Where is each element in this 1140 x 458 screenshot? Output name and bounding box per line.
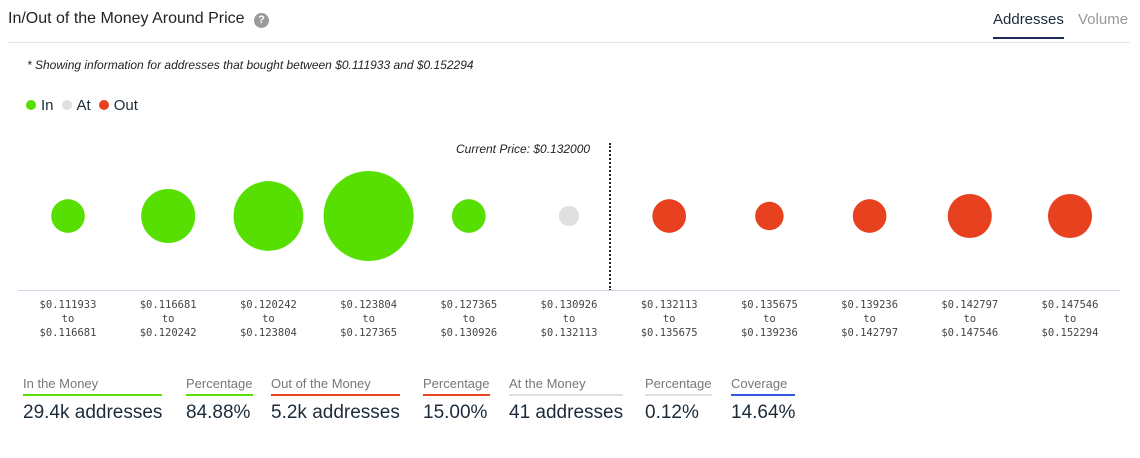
current-price-label: Current Price: $0.132000 [456, 142, 591, 156]
legend-dot-icon [26, 100, 36, 110]
stat-value: 84.88% [186, 402, 251, 423]
bucket-to: $0.123804 [239, 327, 297, 339]
stat-1: Percentage 84.88% [186, 376, 253, 424]
current-price-line [609, 143, 611, 291]
legend-label: Out [113, 97, 138, 114]
bucket-to-word: to [763, 313, 776, 325]
bucket-from: $0.120242 [239, 299, 297, 311]
bucket-label: $0.116681 to $0.120242 [118, 298, 218, 340]
bubble-out[interactable] [1047, 193, 1093, 239]
bucket-from: $0.123804 [340, 299, 398, 311]
bucket-from: $0.147546 [1041, 299, 1099, 311]
bucket-label: $0.139236 to $0.142797 [820, 298, 920, 340]
x-axis [18, 290, 1120, 291]
help-icon[interactable]: ? [254, 13, 269, 28]
bucket-to-word: to [462, 313, 476, 325]
bucket-from: $0.127365 [440, 299, 498, 311]
stat-4: At the Money 41 addresses [509, 376, 624, 424]
bucket-label: $0.142797 to $0.147546 [920, 298, 1020, 340]
bucket-to: $0.139236 [740, 327, 798, 339]
stat-5: Percentage 0.12% [645, 376, 712, 424]
bubble-in[interactable] [323, 171, 414, 261]
bucket-to: $0.152294 [1041, 327, 1099, 339]
legend-dot-icon [98, 100, 109, 110]
legend-dot-icon [61, 100, 72, 110]
stat-label: In the Money [23, 376, 163, 396]
bubble-out[interactable] [755, 201, 784, 231]
legend: In At Out [26, 97, 138, 114]
tab-volume[interactable]: Volume [1078, 11, 1129, 28]
bucket-label: $0.120242 to $0.123804 [218, 298, 318, 340]
bucket-to-word: to [61, 313, 75, 325]
bucket-to: $0.135675 [640, 327, 698, 339]
divider [8, 42, 1130, 43]
range-note: * Showing information for addresses that… [27, 58, 474, 72]
stat-value: 0.12% [645, 402, 699, 423]
bucket-to-word: to [963, 313, 977, 325]
bucket-label: $0.132113 to $0.135675 [619, 298, 719, 340]
legend-item-out[interactable]: Out [98, 97, 138, 114]
legend-label: In [41, 97, 54, 114]
bucket-label: $0.147546 to $0.152294 [1020, 298, 1120, 340]
stat-label: Out of the Money [271, 376, 400, 396]
bucket-to: $0.127365 [340, 327, 398, 339]
tab-addresses[interactable]: Addresses [993, 11, 1064, 39]
bucket-to: $0.116681 [39, 327, 97, 339]
bubble-in[interactable] [141, 189, 196, 243]
legend-item-at[interactable]: At [61, 97, 91, 114]
bubble-in[interactable] [51, 199, 85, 233]
legend-label: At [76, 97, 91, 114]
bucket-from: $0.139236 [841, 299, 899, 311]
stat-0: In the Money 29.4k addresses [23, 376, 163, 424]
stat-3: Percentage 15.00% [423, 376, 490, 424]
bucket-from: $0.135675 [740, 299, 798, 311]
bucket-to-word: to [362, 313, 375, 325]
stat-label: Percentage [186, 376, 253, 396]
bucket-label: $0.135675 to $0.139236 [719, 298, 819, 340]
bucket-to: $0.120242 [139, 327, 197, 339]
bucket-label: $0.123804 to $0.127365 [319, 298, 419, 340]
bucket-to-word: to [161, 313, 175, 325]
bubble-out[interactable] [652, 199, 687, 233]
bucket-to-word: to [863, 313, 876, 325]
bucket-to: $0.142797 [841, 327, 899, 339]
stat-label: At the Money [509, 376, 624, 396]
page-title: In/Out of the Money Around Price [8, 10, 245, 27]
bubble-in[interactable] [451, 199, 486, 233]
bucket-to: $0.130926 [440, 327, 498, 339]
bucket-label: $0.111933 to $0.116681 [18, 298, 118, 340]
stat-6: Coverage 14.64% [731, 376, 796, 424]
stat-value: 5.2k addresses [271, 402, 400, 423]
stat-label: Percentage [645, 376, 712, 396]
stat-value: 14.64% [731, 402, 796, 423]
legend-item-in[interactable]: In [26, 97, 54, 114]
bubble-at[interactable] [558, 205, 580, 227]
bubble-in[interactable] [233, 181, 304, 251]
bubble-out[interactable] [947, 193, 992, 239]
bucket-from: $0.111933 [39, 299, 97, 311]
bucket-from: $0.132113 [640, 299, 698, 311]
bucket-from: $0.142797 [941, 299, 999, 311]
stat-2: Out of the Money 5.2k addresses [271, 376, 400, 424]
bucket-to: $0.132113 [540, 327, 598, 339]
stat-value: 41 addresses [509, 402, 624, 423]
stat-value: 15.00% [423, 402, 488, 423]
bucket-label: $0.127365 to $0.130926 [419, 298, 519, 340]
bucket-label: $0.130926 to $0.132113 [519, 298, 619, 340]
stat-label: Percentage [423, 376, 490, 396]
stat-label: Coverage [731, 376, 796, 396]
stat-value: 29.4k addresses [23, 402, 163, 423]
bucket-to: $0.147546 [941, 327, 999, 339]
bubble-out[interactable] [852, 199, 887, 233]
bucket-to-word: to [262, 313, 275, 325]
bucket-to-word: to [662, 313, 676, 325]
bucket-from: $0.116681 [139, 299, 197, 311]
bucket-to-word: to [562, 313, 576, 325]
bucket-to-word: to [1063, 313, 1077, 325]
bucket-from: $0.130926 [540, 299, 598, 311]
